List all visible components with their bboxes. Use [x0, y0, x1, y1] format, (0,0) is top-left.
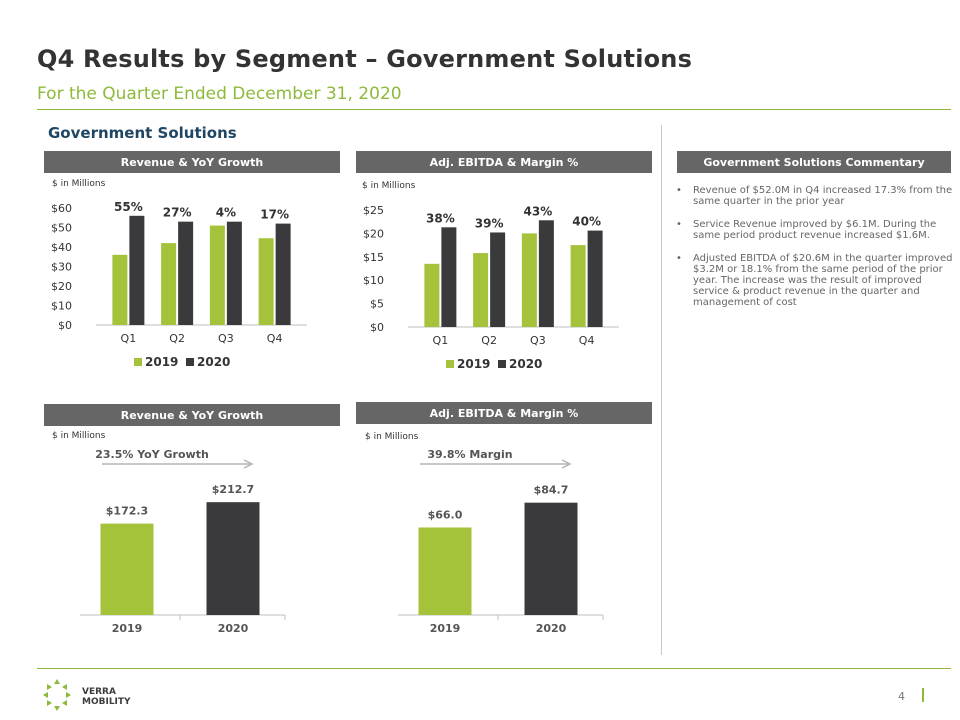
legend-swatch-2019 [446, 360, 454, 368]
bar-2019-Q1 [112, 254, 128, 325]
vertical-divider [661, 125, 662, 655]
legend-label: 2020 [197, 355, 230, 369]
revenue-annual-unit: $ in Millions [52, 431, 106, 441]
y-tick-label: $20 [51, 280, 72, 293]
legend-label: 2019 [145, 355, 178, 369]
legend-swatch-2019 [134, 358, 142, 366]
bar-2019-Q3 [209, 225, 225, 325]
page-number: 4 [898, 690, 905, 703]
title-divider [37, 109, 951, 110]
commentary-item: Service Revenue improved by $6.1M. Durin… [675, 219, 957, 241]
bar-2019-Q3 [521, 233, 537, 327]
legend-label: 2019 [457, 357, 490, 371]
bar-2020-Q2 [178, 221, 194, 325]
bar-2020 [206, 502, 260, 615]
y-tick-label: $20 [363, 227, 384, 240]
x-tick-label: Q4 [267, 332, 283, 345]
ebitda-annual-chart: $66.0 2019 $84.7 2020 39.8% Margin [398, 448, 604, 635]
x-tick-label: Q4 [579, 334, 595, 347]
legend-swatch-2020 [498, 360, 506, 368]
commentary-item: Adjusted EBITDA of $20.6M in the quarter… [675, 253, 957, 308]
commentary-list: Revenue of $52.0M in Q4 increased 17.3% … [675, 185, 957, 320]
x-tick-label: Q1 [121, 332, 137, 345]
bar-2019-Q4 [570, 245, 586, 327]
x-tick-label: Q3 [530, 334, 546, 347]
bar-2019-Q2 [161, 243, 177, 325]
y-tick-label: $10 [363, 274, 384, 287]
footer-divider [37, 668, 951, 669]
value-label: $84.7 [534, 484, 569, 497]
y-tick-label: $50 [51, 222, 72, 235]
company-logo-text: VERRA MOBILITY [82, 687, 131, 707]
y-tick-label: $40 [51, 241, 72, 254]
growth-annotation: 39.8% Margin [427, 448, 512, 461]
y-tick-label: $30 [51, 261, 72, 274]
ebitda-annual-unit: $ in Millions [365, 432, 419, 442]
x-tick-label: Q2 [481, 334, 497, 347]
revenue-quarterly-unit: $ in Millions [52, 179, 106, 189]
x-tick-label: 2019 [430, 622, 461, 635]
bar-2020-Q3 [538, 220, 554, 327]
bar-2020-Q3 [226, 221, 242, 325]
x-tick-label: 2020 [218, 622, 249, 635]
revenue-quarterly-header: Revenue & YoY Growth [44, 151, 340, 173]
value-label: $66.0 [428, 508, 463, 521]
ebitda-quarterly-unit: $ in Millions [362, 181, 416, 191]
bar-2020-Q2 [490, 232, 506, 327]
x-tick-label: 2019 [112, 622, 143, 635]
bar-2020-Q1 [441, 227, 457, 327]
bar-2020-Q4 [275, 223, 291, 325]
ebitda-annual-header: Adj. EBITDA & Margin % [356, 402, 652, 424]
growth-label: 27% [163, 206, 192, 220]
revenue-annual-chart: $172.3 2019 $212.7 2020 23.5% YoY Growth [80, 448, 286, 635]
page-subtitle: For the Quarter Ended December 31, 2020 [37, 84, 402, 104]
revenue-annual-header: Revenue & YoY Growth [44, 404, 340, 426]
y-tick-label: $5 [370, 298, 384, 311]
x-tick-label: Q3 [218, 332, 234, 345]
ebitda-quarterly-chart: $0 $5 $10 $15 $20 $25 38% Q1 39% Q2 43% Q3 40% Q4 2019… [363, 204, 619, 371]
bar-2020-Q4 [587, 230, 603, 327]
verra-mobility-logo-icon [43, 679, 71, 711]
commentary-header: Government Solutions Commentary [677, 151, 951, 173]
bar-2019 [418, 527, 472, 615]
growth-label: 39% [475, 216, 504, 230]
y-tick-label: $60 [51, 202, 72, 215]
value-label: $172.3 [106, 505, 148, 518]
section-title: Government Solutions [48, 124, 237, 142]
growth-label: 55% [114, 200, 143, 214]
value-label: $212.7 [212, 483, 254, 496]
growth-label: 38% [426, 211, 455, 225]
legend-swatch-2020 [186, 358, 194, 366]
growth-annotation: 23.5% YoY Growth [95, 448, 209, 461]
bar-2019 [100, 523, 154, 615]
y-tick-label: $15 [363, 251, 384, 264]
legend-label: 2020 [509, 357, 542, 371]
growth-label: 43% [524, 204, 553, 218]
y-tick-label: $10 [51, 300, 72, 313]
x-tick-label: 2020 [536, 622, 567, 635]
y-tick-label: $25 [363, 204, 384, 217]
x-tick-label: Q2 [169, 332, 185, 345]
x-tick-label: Q1 [433, 334, 449, 347]
y-tick-label: $0 [370, 321, 384, 334]
y-tick-label: $0 [58, 319, 72, 332]
growth-arrow-head [561, 459, 572, 469]
page-number-accent [922, 688, 924, 702]
growth-label: 17% [260, 208, 289, 222]
bar-2020-Q1 [129, 215, 145, 325]
ebitda-quarterly-header: Adj. EBITDA & Margin % [356, 151, 652, 173]
bar-2019-Q4 [258, 238, 274, 325]
bar-2020 [524, 502, 578, 615]
revenue-quarterly-chart: $0 $10 $20 $30 $40 $50 $60 55% Q1 27% Q2 4% Q3 17% Q4 2… [51, 200, 307, 369]
bar-2019-Q1 [424, 263, 440, 327]
commentary-item: Revenue of $52.0M in Q4 increased 17.3% … [675, 185, 957, 207]
growth-label: 4% [216, 206, 236, 220]
bar-2019-Q2 [473, 253, 489, 327]
growth-label: 40% [572, 215, 601, 229]
page-title: Q4 Results by Segment – Government Solut… [37, 45, 693, 73]
growth-arrow-head [243, 459, 254, 469]
